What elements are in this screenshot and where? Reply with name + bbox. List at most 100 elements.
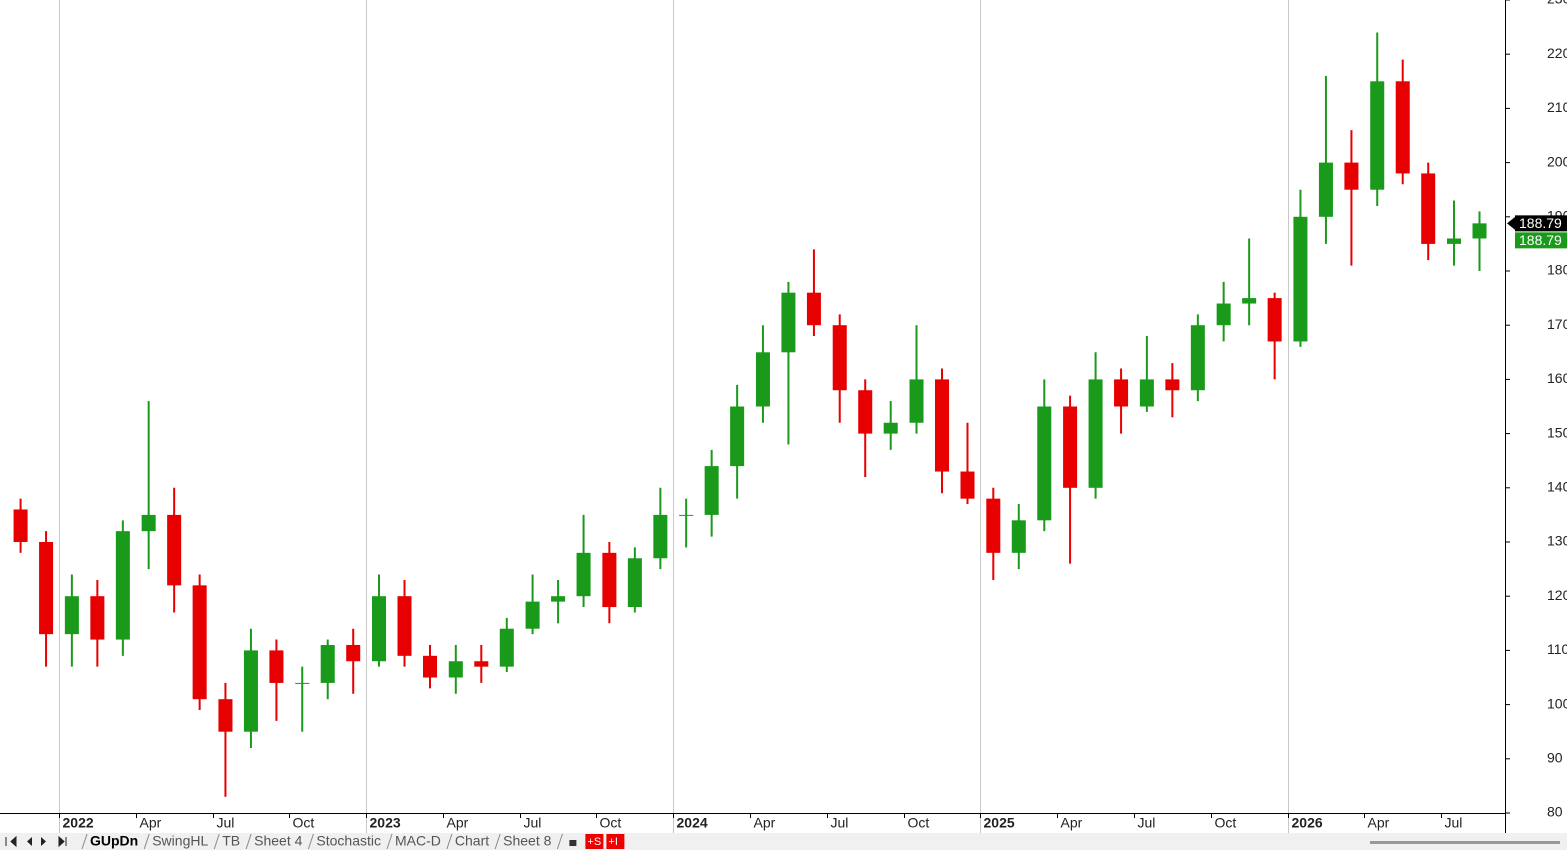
sheet-tab[interactable]: MAC-D — [386, 833, 441, 850]
x-tick-label: Oct — [600, 815, 622, 831]
price-tag — [1515, 232, 1567, 249]
sheet-tab-label[interactable]: Sheet 8 — [503, 833, 551, 849]
candle-body — [934, 379, 950, 472]
x-year-label: 2022 — [63, 815, 94, 831]
tab-nav[interactable] — [5, 835, 67, 848]
candle-body — [448, 661, 463, 678]
tab-separator — [386, 833, 393, 850]
candle-body — [704, 466, 719, 515]
candle-body — [1293, 216, 1308, 342]
candle-body — [858, 390, 873, 434]
candle-body — [1447, 238, 1462, 244]
candle-body — [13, 509, 28, 542]
sheet-button[interactable] — [585, 834, 604, 849]
candle-body — [1063, 406, 1078, 488]
candle-body — [1344, 162, 1359, 190]
candle-body — [346, 644, 361, 662]
candle-body — [115, 531, 130, 640]
y-tick-label: 130 — [1547, 533, 1567, 549]
candle-body — [1267, 298, 1282, 342]
candle-body — [269, 650, 284, 683]
lock-icon — [569, 840, 577, 846]
candle-body — [499, 628, 514, 667]
candle-body — [1190, 325, 1205, 391]
candle-body — [1216, 303, 1231, 326]
sheet-tab-label[interactable]: Sheet 4 — [254, 833, 302, 849]
candle-body — [1088, 379, 1103, 488]
y-tick-label: 100 — [1547, 695, 1567, 711]
sheet-tab[interactable]: TB — [213, 833, 240, 850]
x-tick-label: Apr — [1368, 815, 1390, 831]
x-year-label: 2023 — [370, 815, 401, 831]
candle-body — [372, 596, 387, 662]
nav-next[interactable] — [41, 837, 46, 846]
x-year-label: 2025 — [984, 815, 1015, 831]
candle-body — [422, 655, 438, 678]
sheet-tab-label[interactable]: GUpDn — [90, 833, 138, 849]
candle-body — [781, 292, 796, 353]
y-tick-label: 170 — [1547, 316, 1567, 332]
x-tick-label: Jul — [217, 815, 235, 831]
price-tag — [1515, 215, 1567, 232]
tab-separator — [81, 833, 88, 850]
x-tick-label: Apr — [140, 815, 162, 831]
y-tick-label: 120 — [1547, 587, 1567, 603]
sheet-tab[interactable]: SwingHL — [143, 833, 208, 850]
x-tick-label: Apr — [754, 815, 776, 831]
candle-body — [653, 514, 668, 559]
sheet-tab-label[interactable]: Chart — [455, 833, 489, 849]
price-tag-label: 188.79 — [1519, 232, 1562, 248]
sheet-tab-label[interactable]: Stochastic — [316, 833, 381, 849]
candle-body — [627, 558, 642, 608]
candle-body — [525, 601, 540, 629]
sheet-tab[interactable]: Sheet 4 — [245, 833, 303, 850]
y-tick-label: 200 — [1547, 153, 1567, 169]
tab-separator — [213, 833, 220, 850]
sheet-tab-label[interactable]: TB — [222, 833, 240, 849]
sheet-tab-label[interactable]: MAC-D — [395, 833, 441, 849]
x-tick-label: Jul — [831, 815, 849, 831]
sheet-tab[interactable]: Chart — [446, 833, 489, 850]
candle-body — [1472, 223, 1487, 239]
sheet-tab[interactable]: Stochastic — [307, 833, 381, 850]
nav-last[interactable] — [58, 835, 67, 848]
candle-body — [1139, 379, 1154, 407]
x-tick-label: Jul — [1445, 815, 1463, 831]
candle-body — [679, 514, 694, 516]
x-tick-label: Apr — [1061, 815, 1083, 831]
candle-body — [1395, 81, 1410, 174]
tab-separator — [307, 833, 314, 850]
scrollbar[interactable] — [1370, 841, 1560, 844]
y-tick-label: 140 — [1547, 479, 1567, 495]
y-tick-label: 220 — [1547, 45, 1567, 61]
candle-body — [1165, 379, 1180, 391]
sheet-button[interactable] — [606, 834, 625, 849]
price-tag-label: 188.79 — [1519, 215, 1562, 231]
x-tick-label: Oct — [293, 815, 315, 831]
nav-prev[interactable] — [27, 837, 32, 846]
y-tick-label: 160 — [1547, 370, 1567, 386]
candle-body — [320, 644, 335, 683]
sheet-tab[interactable]: GUpDn — [81, 833, 138, 850]
y-tick-label: 110 — [1547, 641, 1567, 657]
candle-body — [90, 596, 105, 640]
sheet-tab-label[interactable]: SwingHL — [152, 833, 208, 849]
candle-body — [295, 682, 310, 684]
sheet-button-label[interactable]: +I — [608, 836, 617, 848]
candle-body — [806, 292, 821, 326]
candle-body — [1318, 162, 1333, 217]
candle-body — [167, 514, 182, 586]
candle-body — [192, 585, 207, 700]
x-tick-label: Oct — [908, 815, 930, 831]
tab-bar — [0, 833, 1567, 850]
nav-first[interactable] — [5, 835, 17, 848]
tab-separator — [143, 833, 150, 850]
candle-body — [64, 596, 79, 635]
tab-separator — [494, 833, 501, 850]
sheet-tab[interactable]: Sheet 8 — [494, 833, 552, 850]
candle-body — [218, 699, 233, 732]
price-tag-arrow — [1507, 215, 1517, 232]
sheet-button-label[interactable]: +S — [587, 836, 601, 848]
y-tick-label: 80 — [1547, 804, 1563, 820]
